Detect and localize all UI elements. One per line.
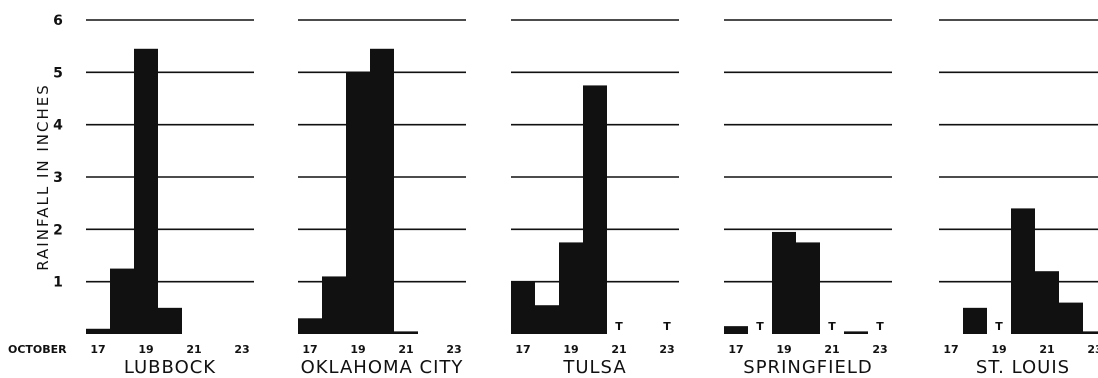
panel-title: LUBBOCK (124, 357, 216, 378)
y-tick-label: 1 (53, 275, 63, 291)
x-tick-label: 21 (186, 343, 201, 356)
bar-21 (1035, 271, 1059, 334)
panel-title: ST. LOUIS (976, 357, 1070, 378)
x-tick-label: 19 (138, 343, 153, 356)
panel-title: TULSA (562, 357, 626, 378)
bar-19 (346, 72, 370, 334)
bar-22 (844, 331, 868, 334)
x-tick-label: 23 (659, 343, 674, 356)
y-axis-label-group: RAINFALL IN INCHES (34, 83, 52, 271)
x-tick-label: 23 (872, 343, 887, 356)
bar-22 (1059, 302, 1083, 334)
x-tick-label: 21 (1039, 343, 1054, 356)
x-tick-label: 17 (943, 343, 958, 356)
trace-marker: T (663, 320, 671, 333)
x-tick-label: 23 (1087, 343, 1098, 356)
bar-21 (394, 331, 418, 334)
bar-20 (583, 85, 607, 335)
trace-marker: T (828, 320, 836, 333)
trace-marker: T (995, 320, 1003, 333)
panel-title: OKLAHOMA CITY (301, 357, 464, 378)
x-tick-label: 19 (563, 343, 578, 356)
y-tick-label: 3 (53, 170, 63, 186)
bar-20 (158, 307, 182, 334)
bar-19 (559, 242, 583, 334)
x-tick-label: 19 (776, 343, 791, 356)
x-axis-prefix-label: OCTOBER (8, 343, 67, 356)
y-axis-ticks: 1 2 3 4 5 6 (53, 13, 63, 291)
panel-st-louis: T 17 19 21 23 ST. LOUIS (939, 19, 1098, 378)
bar-20 (796, 242, 820, 334)
y-tick-label: 2 (53, 222, 63, 238)
x-tick-label: 21 (824, 343, 839, 356)
y-tick-label: 4 (53, 118, 63, 134)
y-tick-label: 6 (53, 13, 63, 29)
bar-20 (1011, 208, 1035, 334)
trace-marker: T (615, 320, 623, 333)
bar-19 (134, 48, 158, 335)
bar-17 (86, 328, 110, 334)
bar-19 (772, 231, 796, 334)
bar-18 (963, 307, 987, 334)
trace-marker: T (756, 320, 764, 333)
panel-title: SPRINGFIELD (743, 357, 872, 378)
x-tick-label: 21 (611, 343, 626, 356)
panel-lubbock: 17 19 21 23 LUBBOCK (86, 19, 254, 378)
x-tick-label: 23 (446, 343, 461, 356)
bar-23 (1083, 331, 1098, 334)
x-tick-label: 17 (90, 343, 105, 356)
panel-tulsa: T T 17 19 21 23 TULSA (511, 19, 679, 378)
x-tick-label: 17 (302, 343, 317, 356)
x-tick-label: 17 (728, 343, 743, 356)
bar-17 (298, 318, 322, 334)
bar-17 (511, 281, 535, 334)
trace-marker: T (876, 320, 884, 333)
y-tick-label: 5 (53, 65, 63, 81)
x-tick-label: 21 (398, 343, 413, 356)
y-axis-label: RAINFALL IN INCHES (34, 83, 52, 271)
x-tick-label: 19 (350, 343, 365, 356)
x-tick-label: 23 (234, 343, 249, 356)
bar-17 (724, 326, 748, 334)
bar-20 (370, 48, 394, 335)
bar-18 (322, 276, 346, 334)
x-tick-label: 19 (991, 343, 1006, 356)
bar-18 (535, 305, 559, 334)
x-tick-label: 17 (515, 343, 530, 356)
bar-18 (110, 268, 134, 334)
